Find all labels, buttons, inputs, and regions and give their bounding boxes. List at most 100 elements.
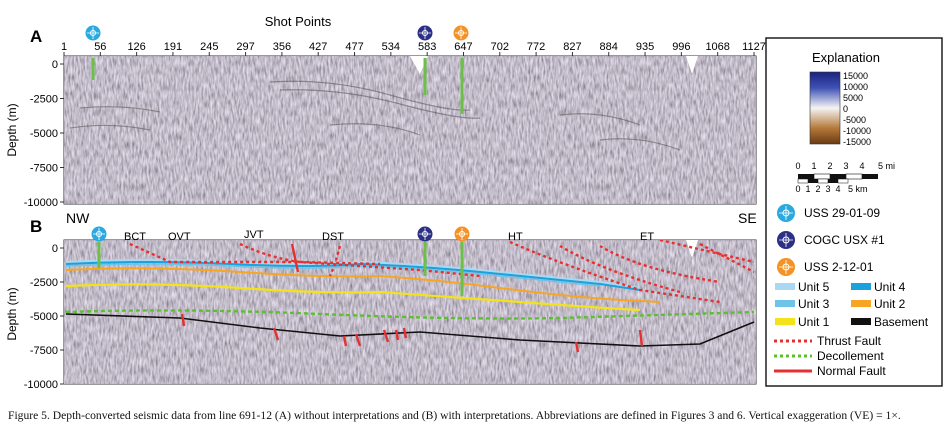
depth-tick-label: 0 (52, 59, 58, 71)
panel-a: A Shot Points 1 56 126 191 245 297 356 427 477 53… (5, 14, 766, 209)
scale-mile-label: 3 (843, 161, 848, 171)
shot-point-label: 884 (600, 41, 618, 53)
shot-point-label: 1 (61, 41, 67, 53)
shot-point-label: 356 (273, 41, 291, 53)
legend-icon-uss2 (777, 258, 795, 276)
horizon-unit5 (65, 258, 641, 290)
shot-point-label: 647 (454, 41, 472, 53)
y-axis-label-a: Depth (m) (5, 103, 19, 156)
legend-label-unit2: Unit 2 (874, 297, 906, 311)
depth-tick-label: -2500 (30, 277, 58, 289)
notch-a2 (686, 56, 698, 74)
panel-a-label: A (30, 27, 42, 46)
fault-label-et: ET (640, 231, 654, 243)
well-icon-cogc-b (417, 226, 433, 242)
interpretation-horizons (65, 258, 755, 347)
scale-miles: 0 1 2 3 4 5 mi (795, 161, 895, 171)
legend-swatch-unit1 (775, 318, 795, 325)
well-icon-uss29-b (91, 226, 107, 242)
legend-units: Unit 5 Unit 4 Unit 3 Unit 2 Unit 1 Basem… (775, 280, 929, 329)
figure-caption: Figure 5. Depth-converted seismic data f… (8, 409, 901, 422)
fault-abbreviation-labels: BCT OVT JVT DST HT ET (124, 229, 654, 243)
scale-km-label: 0 (795, 184, 800, 194)
direction-se: SE (738, 210, 757, 226)
shot-point-label: 191 (164, 41, 182, 53)
shot-point-label: 827 (563, 41, 581, 53)
y-axis-label-b: Depth (m) (5, 287, 19, 340)
legend-swatch-unit5 (775, 283, 795, 290)
shot-point-label: 126 (127, 41, 145, 53)
well-icon-cogc-a (417, 25, 433, 41)
well-icon-uss29-a (85, 25, 101, 41)
y-axis-ticks-b: 0 -2500 -5000 -7500 -10000 (24, 243, 64, 391)
depth-tick-label: -7500 (30, 163, 58, 175)
depth-tick-label: 0 (52, 243, 58, 255)
scale-km-label: 3 (825, 184, 830, 194)
fault-label-ovt: OVT (168, 231, 191, 243)
legend-label-cogc: COGC USX #1 (804, 233, 885, 247)
shot-points-title: Shot Points (265, 14, 332, 29)
explanation-box: Explanation 150001000050000-5000-10000-1… (765, 37, 943, 387)
legend-wells: USS 29-01-09 COGC USX #1 USS 2-12-01 (777, 204, 885, 276)
shot-point-label: 1068 (705, 41, 729, 53)
scale-mile-label: 0 (795, 161, 800, 171)
depth-tick-label: -5000 (30, 128, 58, 140)
panel-b: B NW SE (5, 210, 757, 391)
basement-line (65, 313, 755, 347)
amplitude-colorbar (809, 71, 841, 145)
horizon-unit1 (65, 283, 641, 312)
notch-b1 (686, 240, 698, 258)
colorbar-label: -10000 (843, 126, 871, 136)
well-icon-uss2-a (453, 25, 469, 41)
legend-swatch-unit2 (851, 300, 871, 307)
depth-tick-label: -10000 (24, 197, 58, 209)
legend-icon-uss29 (777, 204, 795, 222)
legend-label-basement: Basement (874, 315, 929, 329)
legend-label-unit5: Unit 5 (798, 280, 830, 294)
legend-label-unit1: Unit 1 (798, 315, 830, 329)
shot-point-label: 1127 (742, 41, 766, 53)
legend-swatch-unit4 (851, 283, 871, 290)
scale-km-label: 2 (815, 184, 820, 194)
shot-point-label: 56 (94, 41, 106, 53)
legend-label-unit3: Unit 3 (798, 297, 830, 311)
legend-label-unit4: Unit 4 (874, 280, 906, 294)
scale-mile-label: 5 mi (878, 161, 895, 171)
horizon-unit4 (65, 261, 641, 291)
thrust-faults (129, 240, 755, 304)
shot-point-label: 996 (672, 41, 690, 53)
decollement-line (65, 309, 755, 320)
shot-point-axis: 1 56 126 191 245 297 356 427 477 534 583 647 702 772 8… (61, 41, 766, 56)
legend-icon-cogc (777, 231, 795, 249)
legend-label-uss29: USS 29-01-09 (804, 206, 880, 220)
shot-point-label: 702 (491, 41, 509, 53)
well-symbols (85, 25, 470, 242)
legend-label-uss2: USS 2-12-01 (804, 260, 874, 274)
scale-mile-label: 1 (811, 161, 816, 171)
legend-label-thrust: Thrust Fault (817, 334, 882, 348)
fault-label-bct: BCT (124, 231, 146, 243)
legend-lines: Thrust Fault Decollement Normal Fault (774, 334, 886, 378)
shot-point-label: 297 (236, 41, 254, 53)
fault-label-jvt: JVT (244, 229, 264, 241)
legend-swatch-basement (851, 318, 871, 325)
scale-km-label: 5 km (848, 184, 868, 194)
fault-label-dst: DST (322, 231, 344, 243)
shot-point-label: 534 (382, 41, 400, 53)
direction-nw: NW (66, 210, 90, 226)
shot-point-label: 772 (527, 41, 545, 53)
horizon-unit3 (65, 263, 601, 287)
shot-point-label: 477 (345, 41, 363, 53)
legend-swatch-unit3 (775, 300, 795, 307)
fault-label-ht: HT (508, 231, 523, 243)
scale-mile-label: 4 (859, 161, 864, 171)
shot-point-label: 427 (309, 41, 327, 53)
shot-point-label: 583 (418, 41, 436, 53)
scale-km-label: 4 (835, 184, 840, 194)
shot-point-label: 245 (200, 41, 218, 53)
colorbar-label: 0 (843, 104, 848, 114)
